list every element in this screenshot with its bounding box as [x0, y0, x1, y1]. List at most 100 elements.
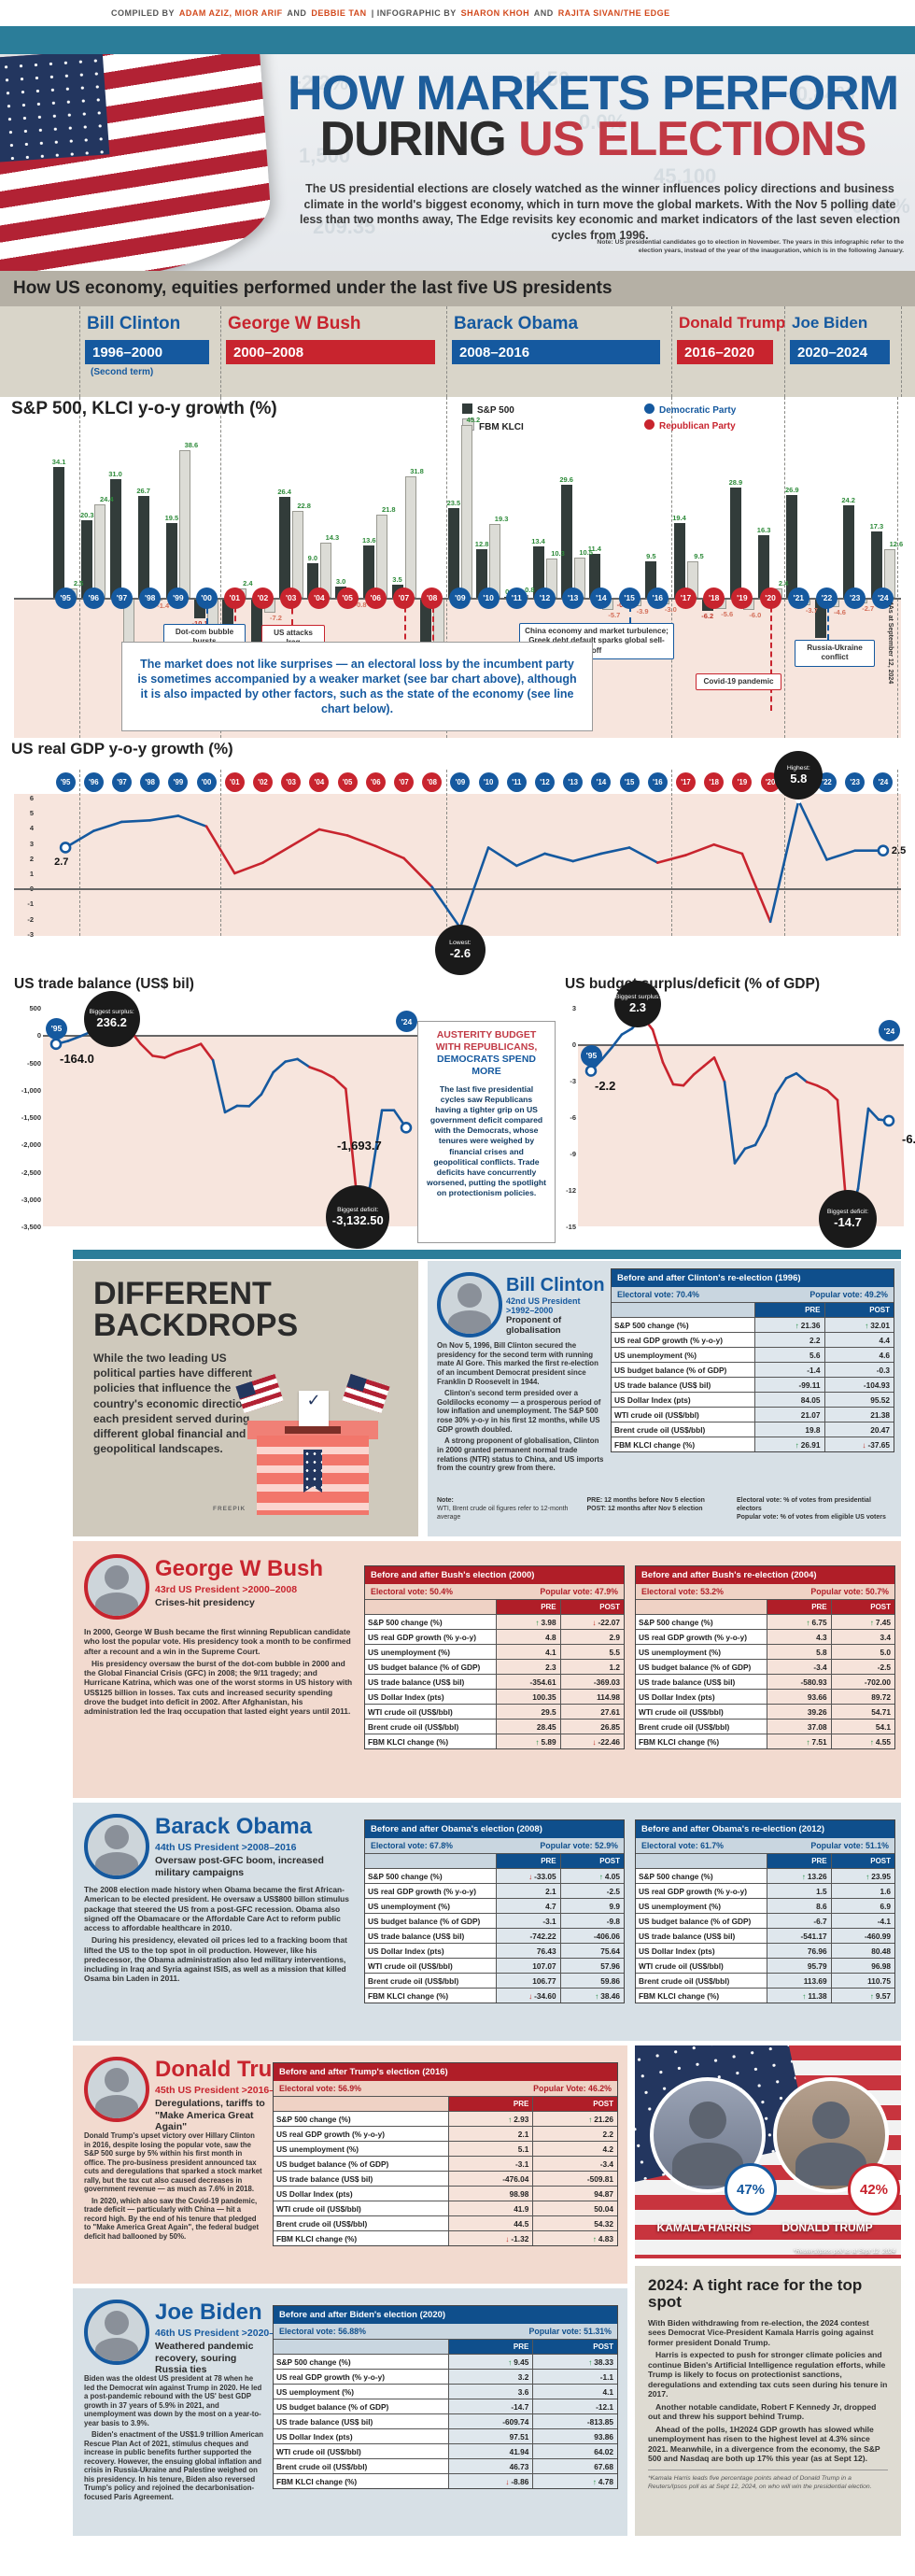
- gdp-year-'95: '95: [55, 772, 76, 792]
- obama-title: 44th US President >2008–2016: [155, 1842, 297, 1853]
- race-heading: 2024: A tight race for the top spot: [648, 2276, 863, 2311]
- black-circle-value: 5.8: [790, 771, 808, 786]
- row-label: US uemployment (%): [274, 2385, 449, 2399]
- post-value: ↑ 4.55: [830, 1734, 895, 1748]
- sp-bar-'20: [758, 535, 770, 598]
- year-circle-'10: '10: [477, 587, 500, 609]
- prepost-spacer: [612, 1303, 756, 1317]
- ticker-number: -4.50: [523, 67, 570, 91]
- pre-value: -3.4: [767, 1660, 831, 1674]
- bar-value-label: 38.6: [184, 440, 199, 449]
- down-arrow-icon: ↓: [505, 2476, 510, 2486]
- row-label: US unemployment (%): [612, 1348, 756, 1362]
- row-label: Brent crude oil (US$/bbl): [274, 2216, 449, 2230]
- table-row: S&P 500 change (%) ↑ 21.36 ↑ 32.01: [612, 1317, 894, 1332]
- backdrops-card: DIFFERENT BACKDROPS While the two leadin…: [73, 1261, 418, 1536]
- row-label: US budget balance (% of GDP): [274, 2157, 449, 2171]
- y-tick: -3,500: [21, 1223, 41, 1231]
- bar-value-label: 23.5: [446, 498, 461, 507]
- post-value: 20.47: [824, 1422, 894, 1437]
- credit-text: AND: [284, 8, 310, 18]
- table-electoral-row: Electoral vote: 50.4% Popular vote: 47.9%: [365, 1584, 624, 1599]
- row-label: Brent crude oil (US$/bbl): [636, 1974, 768, 1988]
- biden-table-2020: Before and after Biden's election (2020)…: [273, 2305, 618, 2489]
- pre-value: ↓ -34.60: [497, 1989, 560, 2003]
- row-label: US unemployment (%): [636, 1899, 768, 1913]
- table-row: S&P 500 change (%) ↑ 2.93 ↑ 21.26: [274, 2111, 618, 2126]
- pre-value: -476.04: [448, 2172, 533, 2186]
- header-note: Note: US presidential candidates go to e…: [597, 239, 904, 254]
- annotation-connector: [629, 606, 631, 623]
- post-value: -460.99: [830, 1929, 895, 1943]
- bar-value-label: 13.6: [361, 536, 376, 545]
- pre-value: 21.07: [755, 1408, 824, 1422]
- row-label: US trade balance (US$ bil): [365, 1929, 498, 1943]
- year-circle-'08: '08: [421, 587, 443, 609]
- pre-value: 41.94: [448, 2444, 533, 2458]
- title-line2-dark: DURING: [319, 112, 519, 167]
- budgetchart-surplus-circle: Biggest surplus: 2.3: [614, 981, 661, 1027]
- gdp-year-'24: '24: [873, 772, 894, 792]
- sp-bar-'02: [250, 598, 262, 646]
- electoral-vote: Electoral vote: 61.7%: [641, 1841, 725, 1850]
- table-row: WTI crude oil (US$/bbl) 95.79 96.98: [636, 1958, 895, 1973]
- tradechart-year-end: '24: [395, 1011, 417, 1033]
- row-label: FBM KLCI change (%): [636, 1734, 768, 1748]
- year-circle-'09: '09: [449, 587, 472, 609]
- paragraph: His presidency oversaw the burst of the …: [84, 1658, 353, 1716]
- table-row: US unemployment (%) 8.6 6.9: [636, 1898, 895, 1913]
- page-title: HOW MARKETS PERFORM DURING US ELECTIONS: [280, 69, 906, 167]
- sp-bar-'98: [137, 495, 149, 598]
- budget-deficit-chart: US budget surplus/deficit (% of GDP) 3 0 -3…: [565, 976, 915, 1250]
- credit-text: DEBBIE TAN: [311, 8, 367, 18]
- electoral-vote: Electoral vote: 56.9%: [279, 2084, 362, 2093]
- up-arrow-icon: ↑: [866, 1871, 870, 1881]
- bar-value-label: 12.6: [889, 540, 904, 549]
- table-row: US unemployment (%) 5.8 5.0: [636, 1644, 895, 1659]
- table-electoral-row: Electoral vote: 56.88% Popular vote: 51.3…: [274, 2324, 617, 2339]
- paragraph: A strong proponent of globalisation, Cli…: [437, 1437, 604, 1473]
- klci-bar-'10: [489, 523, 501, 598]
- post-header: POST: [559, 1854, 625, 1868]
- bar-value-label: 2.4: [778, 579, 789, 588]
- black-circle-value: -3,132.50: [331, 1212, 384, 1227]
- chart-separator: [671, 397, 672, 738]
- band-president-subnote: (Second term): [91, 367, 154, 377]
- sp-legend-swatch: [462, 403, 472, 414]
- table-row: US budget balance (% of GDP) -1.4 -0.3: [612, 1362, 894, 1377]
- post-value: ↑ 38.46: [559, 1989, 625, 2003]
- table-row: US real GDP growth (% y-o-y) 3.2 -1.1: [274, 2369, 618, 2384]
- chart-separator: [897, 397, 898, 738]
- row-label: FBM KLCI change (%): [274, 2474, 449, 2488]
- pre-value: ↑ 5.89: [497, 1734, 560, 1748]
- electoral-vote: Electoral vote: 50.4%: [371, 1587, 454, 1596]
- row-label: WTI crude oil (US$/bbl): [612, 1408, 756, 1422]
- post-value: -1.1: [532, 2370, 618, 2384]
- tradechart-zero-axis: [43, 1035, 421, 1037]
- down-arrow-icon: ↓: [505, 2233, 510, 2243]
- post-value: ↓ -37.65: [824, 1437, 894, 1451]
- prepost-spacer: [274, 2340, 449, 2354]
- row-label: S&P 500 change (%): [365, 1615, 498, 1629]
- row-label: US budget balance (% of GDP): [365, 1660, 498, 1674]
- table-row: US Dollar Index (pts) 98.98 94.87: [274, 2186, 618, 2201]
- post-value: 94.87: [532, 2187, 618, 2201]
- band-president-years: 2008–2016: [452, 340, 660, 364]
- year-circle-'22: '22: [816, 587, 838, 609]
- post-value: 4.6: [824, 1348, 894, 1362]
- annotation-6: Covid-19 pandemic: [696, 673, 781, 691]
- table-row: US real GDP growth (% y-o-y) 4.8 2.9: [365, 1629, 625, 1644]
- pre-value: -99.11: [755, 1378, 824, 1392]
- trade-budget-section: US trade balance (US$ bil) 500 0 -500 -1,000…: [0, 976, 915, 1250]
- black-circle-value: 2.3: [628, 999, 647, 1014]
- ticker-number: 209.35: [313, 215, 376, 238]
- table-prepost-row: PRE POST: [365, 1853, 625, 1868]
- black-circle-value: -14.7: [834, 1214, 862, 1229]
- gdp-highest-circle: Highest: 5.8: [774, 751, 824, 800]
- pre-value: ↑ 21.36: [755, 1318, 824, 1332]
- popular-vote: Popular vote: 47.9%: [540, 1587, 618, 1596]
- pre-value: ↓ -1.32: [448, 2231, 533, 2245]
- table-row: US budget balance (% of GDP) -3.1 -3.4: [274, 2156, 618, 2171]
- table-row: US real GDP growth (% y-o-y) 1.5 1.6: [636, 1883, 895, 1898]
- race-2024-photos: 47% 42% KAMALA HARRIS DONALD TRUMP *Reut…: [635, 2045, 901, 2258]
